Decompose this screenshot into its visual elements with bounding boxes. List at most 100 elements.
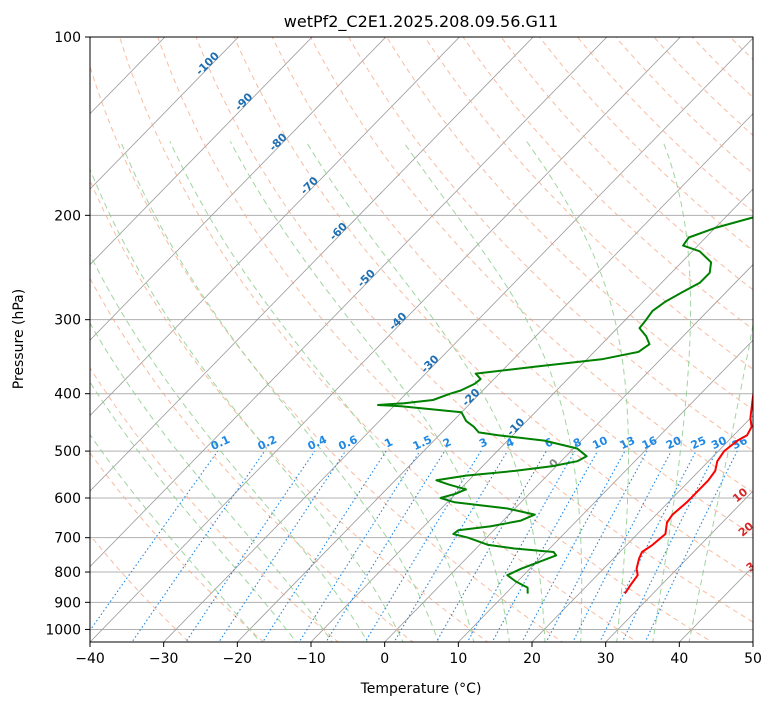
- mixing-ratio-line: [644, 450, 738, 642]
- dry-adiabat-line: [90, 277, 414, 642]
- mixing-ratio-label: 25: [689, 434, 708, 452]
- chart-title: wetPf2_C2E1.2025.208.09.56.G11: [284, 12, 558, 32]
- mixing-ratio-label: 0.4: [306, 433, 329, 453]
- x-tick-label: −10: [296, 651, 326, 667]
- dry-adiabat-line: [90, 534, 190, 642]
- y-tick-label: 800: [54, 565, 81, 581]
- y-tick-label: 200: [54, 208, 81, 224]
- y-tick-label: 1000: [45, 622, 81, 638]
- mixing-ratio-label: 0.1: [209, 433, 232, 453]
- dry-adiabat-line: [157, 37, 713, 642]
- dry-adiabat-line: [500, 37, 753, 291]
- moist-adiabat-line: [90, 381, 297, 642]
- dry-adiabat-label: -80: [267, 130, 290, 153]
- y-tick-label: 400: [54, 387, 81, 403]
- x-tick-label: 30: [597, 651, 615, 667]
- dry-adiabat-line: [271, 37, 753, 536]
- dry-adiabat-line: [538, 37, 753, 252]
- y-tick-label: 100: [54, 30, 81, 46]
- dry-adiabat-label: -70: [298, 174, 321, 197]
- dry-adiabat-label: -90: [232, 90, 255, 113]
- mixing-ratio-label: 1.5: [411, 433, 434, 453]
- isotherm-line: [163, 37, 753, 642]
- dry-adiabat-label: -60: [327, 220, 350, 243]
- mixing-ratio-label: 13: [618, 434, 637, 452]
- mixing-ratio-line: [364, 450, 482, 642]
- moist-adiabat-label: 30: [744, 554, 764, 574]
- isotherm-line: [90, 37, 387, 341]
- isotherm-line: [90, 37, 461, 417]
- dry-adiabat-line: [195, 37, 753, 623]
- x-tick-label: 20: [523, 651, 541, 667]
- isotherm-line: [384, 264, 753, 642]
- dry-adiabat-line: [386, 37, 753, 411]
- moist-adiabat-line: [169, 141, 475, 642]
- mixing-ratio-label: 10: [590, 434, 610, 452]
- dry-adiabat-line: [90, 452, 265, 642]
- dry-adiabat-line: [741, 10, 775, 654]
- moist-adiabat-line: [526, 141, 629, 642]
- dry-adiabat-line: [729, 37, 753, 61]
- mixing-ratio-line: [545, 450, 648, 642]
- isotherm-line: [236, 113, 753, 642]
- mixing-ratio-line: [218, 450, 346, 642]
- moist-adiabat-line: [120, 141, 440, 642]
- mixing-ratio-label: 16: [640, 434, 660, 452]
- mixing-ratio-line: [90, 450, 219, 632]
- dry-adiabat-line: [309, 37, 753, 494]
- mixing-ratio-label: 3: [477, 435, 489, 450]
- y-tick-label: 700: [54, 531, 81, 547]
- dry-adiabat-line: [348, 37, 753, 452]
- x-axis-label: Temperature (°C): [360, 681, 482, 697]
- dry-adiabat-label: -10: [504, 415, 527, 438]
- x-tick-label: 10: [449, 651, 467, 667]
- moist-adiabat-line: [90, 433, 261, 642]
- dry-adiabat-line: [691, 37, 753, 99]
- mixing-ratio-line: [325, 450, 446, 642]
- mixing-ratio-line: [262, 450, 387, 642]
- moist-adiabat-line: [229, 141, 510, 642]
- temperature-profile-line: [624, 388, 753, 595]
- plot-area: 0.1 0.2 0.4 0.6 1 1.5 2 3 4 6 8 10 13 16 20 25 30 36-100-…: [90, 10, 775, 654]
- dry-adiabat-line: [233, 37, 753, 579]
- mixing-ratio-label: 1: [382, 435, 394, 450]
- dry-adiabat-line: [119, 37, 638, 642]
- moist-adiabat-label: 40: [756, 584, 775, 604]
- dry-adiabat-line: [90, 64, 564, 642]
- moist-adiabat-label: 10: [730, 485, 750, 505]
- isotherm-line: [90, 37, 534, 492]
- dry-adiabat-line: [653, 37, 753, 136]
- y-tick-label: 900: [54, 595, 81, 611]
- dry-adiabat-line: [90, 179, 489, 642]
- dry-adiabat-line: [615, 37, 753, 175]
- x-tick-label: −40: [75, 651, 105, 667]
- moist-adiabat-line: [402, 141, 583, 642]
- mixing-ratio-label: 20: [664, 434, 684, 452]
- moist-adiabat-line: [688, 321, 753, 642]
- mixing-ratio-label: 2: [441, 435, 453, 450]
- plot-frame: [89, 36, 754, 643]
- isotherm-line: [310, 188, 753, 642]
- isotherm-line: [90, 37, 166, 115]
- dry-adiabat-line: [424, 37, 753, 370]
- dry-adiabat-label: -100: [193, 49, 222, 78]
- mixing-ratio-line: [599, 450, 697, 642]
- moist-adiabat-line: [90, 167, 404, 642]
- mixing-ratio-label: 30: [709, 434, 729, 452]
- isotherm-line: [605, 490, 753, 642]
- x-tick-label: 50: [744, 651, 762, 667]
- isotherm-line: [531, 414, 753, 642]
- dry-adiabat-label: -50: [355, 267, 378, 290]
- isotherm-line: [457, 339, 753, 642]
- y-tick-label: 600: [54, 491, 81, 507]
- isotherm-line: [752, 641, 753, 642]
- mixing-ratio-line: [393, 450, 508, 642]
- mixing-ratio-line: [466, 450, 576, 642]
- mixing-ratio-line: [621, 450, 717, 642]
- isotherm-line: [678, 566, 753, 642]
- isotherm-line: [90, 37, 240, 190]
- dewpoint-profile-line: [377, 216, 753, 594]
- mixing-ratio-label: 0.2: [256, 433, 279, 453]
- dry-adiabat-line: [462, 37, 753, 330]
